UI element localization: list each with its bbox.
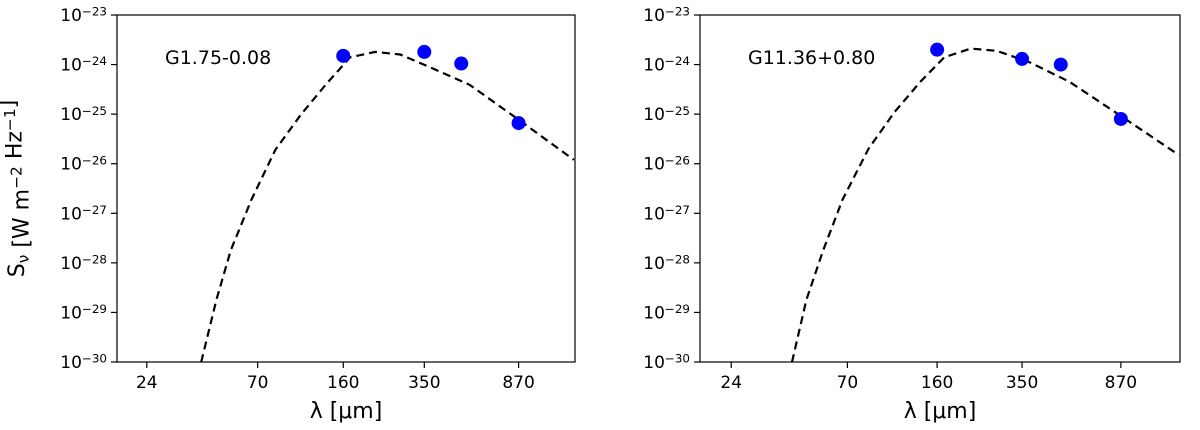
y-tick-label: 10−26: [643, 153, 690, 174]
y-axis-label: Sν [W m−2 Hz−1]: [0, 100, 35, 277]
axes-frame: [116, 14, 576, 363]
x-tick-label: 70: [837, 373, 859, 393]
annotation: G11.36+0.80: [748, 47, 875, 69]
y-tick-label: 10−27: [60, 203, 107, 224]
y-tick-label: 10−29: [643, 302, 690, 323]
y-tick-label: 10−29: [60, 302, 107, 323]
panel: 10−30 10−29 10−28 10−27 10−26 10−25 10−24 10−23…: [0, 5, 576, 424]
x-tick-label: 870: [502, 373, 534, 393]
panel: 10−30 10−29 10−28 10−27 10−26 10−25 10−24 10−23…: [643, 5, 1181, 424]
x-axis-label: λ [μm]: [904, 399, 977, 424]
y-tick-label: 10−27: [643, 203, 690, 224]
plot-area: [790, 47, 1180, 362]
y-tick-label: 10−25: [60, 104, 107, 125]
x-tick-label: 870: [1105, 373, 1137, 393]
fit-curve: [200, 50, 575, 362]
y-tick-label: 10−24: [643, 54, 690, 75]
x-tick-label: 160: [921, 373, 953, 393]
y-tick-label: 10−26: [60, 153, 107, 174]
y-tick-label: 10−23: [60, 5, 107, 26]
y-tick-label: 10−25: [643, 104, 690, 125]
data-point: [417, 44, 432, 59]
x-axis-label: λ [μm]: [310, 399, 383, 424]
y-tick-label: 10−30: [643, 352, 690, 373]
x-tick-label: 24: [720, 373, 742, 393]
data-point: [511, 116, 526, 131]
y-tick-label: 10−24: [60, 54, 107, 75]
fit-curve: [790, 47, 1180, 362]
y-tick-label: 10−30: [60, 352, 107, 373]
axes-frame: [699, 14, 1181, 363]
annotation: G1.75-0.08: [165, 47, 271, 69]
x-tick-label: 24: [136, 373, 158, 393]
data-point: [336, 48, 351, 63]
y-tick-label: 10−23: [643, 5, 690, 26]
y-tick-label: 10−28: [643, 253, 690, 274]
x-tick-label: 160: [327, 373, 359, 393]
data-point: [1015, 51, 1030, 66]
data-point: [1113, 111, 1128, 126]
data-point: [1053, 57, 1068, 72]
data-point: [930, 42, 945, 57]
x-tick-label: 70: [247, 373, 269, 393]
plot-area: [200, 50, 575, 362]
x-tick-label: 350: [1006, 373, 1038, 393]
data-point: [454, 56, 469, 71]
x-tick-label: 350: [408, 373, 440, 393]
y-tick-label: 10−28: [60, 253, 107, 274]
